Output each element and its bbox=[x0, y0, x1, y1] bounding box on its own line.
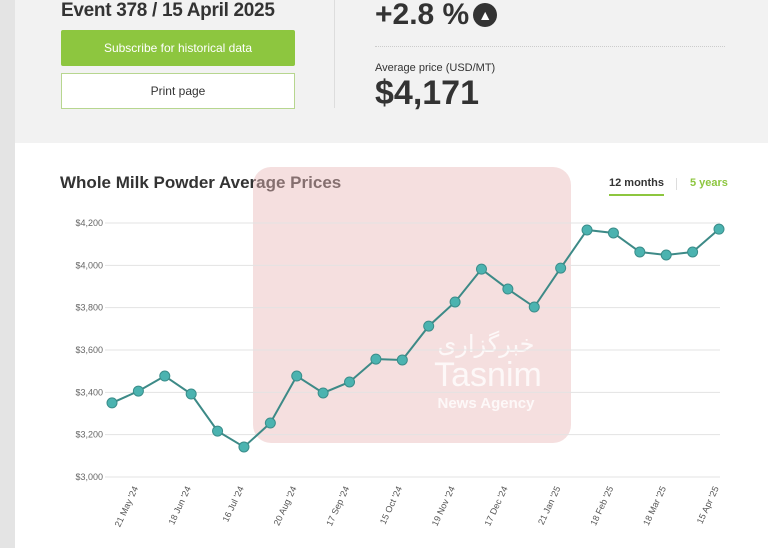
x-tick-label: 21 May '24 bbox=[113, 485, 141, 529]
event-summary: Event 378 / 15 April 2025 Subscribe for … bbox=[15, 0, 768, 143]
svg-text:Tasnim: Tasnim bbox=[434, 356, 542, 394]
print-page-button[interactable]: Print page bbox=[61, 73, 295, 109]
tab-separator bbox=[676, 178, 677, 190]
x-tick-label: 15 Apr '25 bbox=[695, 485, 721, 526]
chart-card: Whole Milk Powder Average Prices 12 mont… bbox=[15, 143, 768, 548]
y-tick-label: $4,200 bbox=[75, 218, 103, 228]
arrow-up-circle-icon: ▲ bbox=[473, 3, 498, 27]
data-point[interactable] bbox=[238, 441, 250, 453]
average-price-label: Average price (USD/MT) bbox=[375, 62, 496, 74]
data-point[interactable] bbox=[687, 246, 699, 258]
x-tick-label: 17 Dec '24 bbox=[483, 485, 510, 528]
y-tick-label: $3,600 bbox=[75, 345, 103, 355]
data-point[interactable] bbox=[555, 262, 567, 274]
data-point[interactable] bbox=[713, 223, 725, 235]
x-tick-label: 20 Aug '24 bbox=[272, 485, 299, 528]
price-change-value: +2.8 % bbox=[375, 0, 470, 31]
data-point[interactable] bbox=[106, 397, 118, 409]
x-tick-label: 16 Jul '24 bbox=[221, 485, 246, 524]
x-tick-label: 21 Jan '25 bbox=[536, 485, 563, 527]
data-point[interactable] bbox=[475, 263, 487, 275]
chart-title: Whole Milk Powder Average Prices bbox=[60, 173, 342, 192]
y-tick-label: $3,800 bbox=[75, 303, 103, 313]
x-tick-label: 18 Feb '25 bbox=[588, 485, 615, 528]
x-tick-label: 19 Nov '24 bbox=[430, 485, 457, 528]
x-tick-label: 17 Sep '24 bbox=[324, 485, 351, 528]
x-tick-label: 15 Oct '24 bbox=[378, 485, 404, 526]
subscribe-button[interactable]: Subscribe for historical data bbox=[61, 30, 295, 66]
data-point[interactable] bbox=[607, 227, 619, 239]
data-point[interactable] bbox=[317, 387, 329, 399]
svg-text:News Agency: News Agency bbox=[438, 395, 536, 412]
event-title: Event 378 / 15 April 2025 bbox=[61, 0, 275, 21]
watermark-logo: Tasnim News Agency خبرگزاری bbox=[253, 167, 571, 443]
data-point[interactable] bbox=[291, 370, 303, 382]
data-point[interactable] bbox=[581, 224, 593, 236]
data-point[interactable] bbox=[185, 388, 197, 400]
data-point[interactable] bbox=[264, 417, 276, 429]
page-gutter bbox=[0, 0, 15, 548]
data-point[interactable] bbox=[449, 296, 461, 308]
data-point[interactable] bbox=[634, 246, 646, 258]
y-tick-label: $3,200 bbox=[75, 430, 103, 440]
y-tick-label: $3,000 bbox=[75, 472, 103, 482]
dotted-divider bbox=[375, 46, 725, 47]
data-point[interactable] bbox=[344, 376, 356, 388]
x-tick-label: 18 Jun '24 bbox=[166, 485, 193, 527]
data-point[interactable] bbox=[159, 370, 171, 382]
data-point[interactable] bbox=[396, 354, 408, 366]
x-tick-label: 18 Mar '25 bbox=[641, 485, 668, 528]
data-point[interactable] bbox=[212, 425, 224, 437]
average-price-value: $4,171 bbox=[375, 74, 479, 112]
y-tick-label: $4,000 bbox=[75, 260, 103, 270]
data-point[interactable] bbox=[660, 249, 672, 261]
data-point[interactable] bbox=[528, 301, 540, 313]
svg-text:خبرگزاری: خبرگزاری bbox=[437, 330, 534, 358]
price-change: +2.8 % ▲ bbox=[375, 0, 498, 32]
divider bbox=[334, 0, 335, 108]
y-tick-label: $3,400 bbox=[75, 387, 103, 397]
tab-12-months[interactable]: 12 months bbox=[609, 177, 665, 196]
data-point[interactable] bbox=[502, 283, 514, 295]
data-point[interactable] bbox=[132, 385, 144, 397]
tab-5-years[interactable]: 5 years bbox=[690, 177, 728, 189]
data-point[interactable] bbox=[370, 353, 382, 365]
data-point[interactable] bbox=[423, 320, 435, 332]
